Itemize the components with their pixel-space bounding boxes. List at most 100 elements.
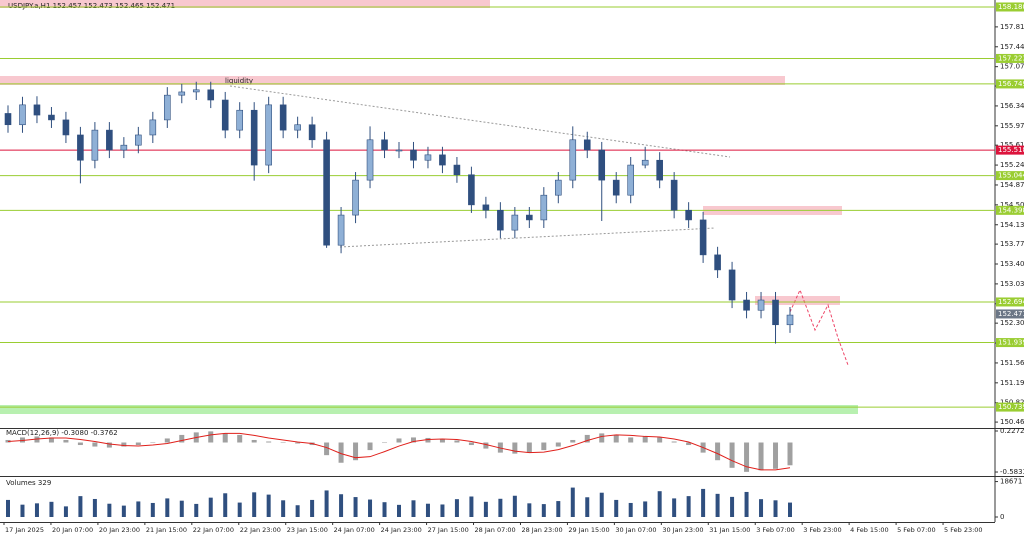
macd-bar [338,442,344,463]
macd-bar [729,442,735,468]
volume-bar [150,502,155,517]
candle-body [670,179,678,211]
volume-bar [599,492,604,517]
y-tick-label: 18671 [1000,478,1022,486]
candle-body [656,159,663,181]
macd-bar [92,442,98,447]
macd-bar [382,442,388,444]
volume-bar [382,502,387,517]
candle-body [48,114,55,121]
volume-bar [788,502,792,517]
y-tick-label: 0.2272 [1000,427,1024,435]
y-tick-label: 157.440 [1000,43,1024,51]
level-label: 155.044 [998,172,1024,180]
x-tick-label: 28 Jan 07:00 [475,526,516,534]
candle-body [366,139,374,181]
macd-bar [686,442,692,446]
y-tick-label: 151.560 [1000,359,1024,367]
volume-bar [136,501,141,517]
macd-bar [773,442,779,469]
volume-bar [672,498,677,517]
macd-bar [150,442,156,444]
macd-bar [613,435,619,443]
macd-bar [439,438,445,443]
y-tick-label: 0 [1000,513,1004,521]
candle-body [323,139,330,246]
y-tick-label: 155.970 [1000,122,1024,130]
x-tick-label: 20 Jan 23:00 [99,526,140,534]
candle-body [699,219,707,256]
y-tick-label: 153.770 [1000,240,1024,248]
price-box [996,309,1024,319]
volume-bar [208,497,213,517]
y-tick-label: 157.810 [1000,23,1024,31]
candle-body [192,89,200,93]
volume-bar [324,490,329,517]
volume-bar [339,494,344,517]
volume-bar [92,498,97,517]
volume-bar [281,500,286,517]
x-tick-label: 3 Feb 23:00 [803,526,842,534]
macd-bar [324,442,330,456]
volume-bar [686,496,691,517]
candle-body [4,113,12,126]
volume-bar [541,504,546,517]
volume-bar [353,497,358,517]
candle-body [337,214,345,246]
x-tick-label: 30 Jan 23:00 [662,526,703,534]
candle-body [308,124,316,141]
annotation: liquidity [225,77,253,85]
candle-body [381,139,388,151]
candle-body [526,214,533,221]
zone [0,76,785,85]
candle-body [540,194,548,221]
x-tick-label: 28 Jan 23:00 [521,526,562,534]
macd-title: MACD(12,26,9) -0.3080 -0.3762 [6,429,118,437]
volume-bar [657,491,662,517]
candle-body [757,299,765,311]
y-tick-label: 155.240 [1000,161,1024,169]
y-tick-label: 156.340 [1000,102,1024,110]
candle-body [714,254,721,271]
x-tick-label: 24 Jan 07:00 [334,526,375,534]
y-tick-label: 150.460 [1000,418,1024,426]
y-tick-label: 154.500 [1000,201,1024,209]
level-box [996,402,1024,412]
macd-bar [541,442,547,451]
macd-bar [106,442,112,448]
macd-bar [584,434,590,443]
candle-body [207,89,215,101]
volume-bar [715,493,720,517]
volume-bar [252,492,257,517]
candle-body [497,209,504,231]
candle-body [352,179,359,216]
candle-body [772,299,779,326]
macd-bar [280,442,286,444]
macd-bar [526,442,532,453]
macd-bar [628,437,634,443]
volume-bar [179,500,184,517]
macd-bar [425,437,431,443]
volume-bar [310,499,315,517]
level-label: 152.694 [998,298,1024,306]
macd-bar [758,442,764,471]
volume-bar [237,502,242,517]
macd-bar [657,437,663,443]
macd-bar [468,442,474,446]
frame [0,0,1024,523]
level-label: 157.223 [998,54,1024,62]
volume-bar [454,499,459,517]
volume-bar [730,496,735,517]
level-label: 154.398 [998,206,1024,214]
volume-bar [483,501,488,517]
candle-body [91,129,99,161]
volume-bar [6,499,10,517]
volume-bar [643,501,648,517]
macd-signal [7,432,791,471]
level-box [996,171,1024,181]
x-tick-label: 30 Jan 07:00 [615,526,656,534]
candle-body [511,214,519,231]
macd-bar [787,442,793,466]
level-label: 156.749 [998,80,1024,88]
